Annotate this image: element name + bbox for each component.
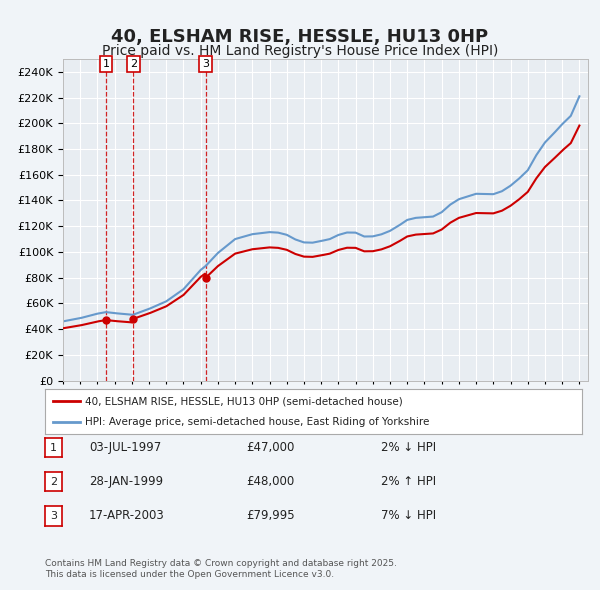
Text: 2% ↑ HPI: 2% ↑ HPI	[381, 475, 436, 488]
Text: HPI: Average price, semi-detached house, East Riding of Yorkshire: HPI: Average price, semi-detached house,…	[85, 417, 430, 427]
Text: Contains HM Land Registry data © Crown copyright and database right 2025.
This d: Contains HM Land Registry data © Crown c…	[45, 559, 397, 579]
Text: Price paid vs. HM Land Registry's House Price Index (HPI): Price paid vs. HM Land Registry's House …	[102, 44, 498, 58]
Text: £79,995: £79,995	[246, 509, 295, 522]
Text: 03-JUL-1997: 03-JUL-1997	[89, 441, 161, 454]
Text: 2: 2	[50, 477, 57, 487]
Text: £48,000: £48,000	[246, 475, 294, 488]
Text: 3: 3	[202, 59, 209, 69]
Text: 3: 3	[50, 511, 57, 521]
Text: 40, ELSHAM RISE, HESSLE, HU13 0HP (semi-detached house): 40, ELSHAM RISE, HESSLE, HU13 0HP (semi-…	[85, 396, 403, 407]
Text: 2: 2	[130, 59, 137, 69]
Text: 2% ↓ HPI: 2% ↓ HPI	[381, 441, 436, 454]
Text: £47,000: £47,000	[246, 441, 295, 454]
Text: 1: 1	[103, 59, 110, 69]
Text: 7% ↓ HPI: 7% ↓ HPI	[381, 509, 436, 522]
Text: 28-JAN-1999: 28-JAN-1999	[89, 475, 163, 488]
Text: 40, ELSHAM RISE, HESSLE, HU13 0HP: 40, ELSHAM RISE, HESSLE, HU13 0HP	[112, 28, 488, 46]
Text: 17-APR-2003: 17-APR-2003	[89, 509, 164, 522]
Text: 1: 1	[50, 442, 57, 453]
